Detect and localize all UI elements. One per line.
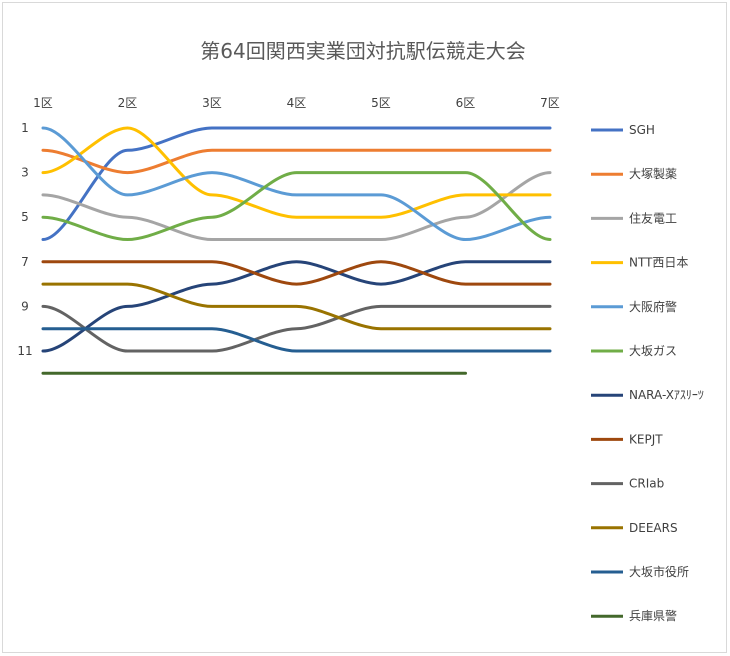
series-line	[41, 282, 552, 331]
series-line	[41, 126, 552, 241]
chart-title: 第64回関西実業団対抗駅伝競走大会	[200, 39, 525, 63]
legend-label: KEPJT	[629, 432, 663, 446]
x-tick-labels: 1区 2区 3区 4区 5区 6区 7区	[33, 96, 560, 110]
x-tick-label: 7区	[540, 96, 560, 110]
legend-label: 兵庫県警	[629, 608, 677, 623]
series-line	[41, 171, 552, 241]
legend-label: DEEARS	[629, 521, 678, 535]
y-tick-label: 1	[21, 121, 29, 135]
x-tick-label: 6区	[456, 96, 476, 110]
x-tick-label: 1区	[33, 96, 53, 110]
legend-label: 住友電工	[629, 211, 677, 225]
legend-label: NTT西日本	[629, 256, 688, 270]
series-line	[41, 148, 552, 175]
y-tick-label: 11	[17, 344, 32, 358]
x-tick-label: 5区	[371, 96, 391, 110]
series-line	[41, 260, 552, 353]
legend-label: 大坂市役所	[629, 564, 689, 579]
legend-label: 大坂ガス	[629, 344, 677, 358]
legend-label: CRIab	[629, 477, 664, 491]
legend-label: NARA-Xｱｽﾘｰﾂ	[629, 388, 704, 402]
series-line	[41, 327, 552, 353]
y-tick-label: 3	[21, 166, 29, 180]
series-line	[41, 126, 552, 219]
series-line	[41, 260, 552, 286]
series-line	[41, 126, 552, 241]
y-tick-label: 7	[21, 255, 29, 269]
legend-label: 大塚製薬	[629, 167, 677, 181]
series-lines	[41, 126, 552, 375]
series-line	[41, 304, 552, 353]
y-tick-label: 9	[21, 299, 29, 313]
x-tick-label: 4区	[287, 96, 307, 110]
legend-label: SGH	[629, 123, 655, 137]
y-tick-label: 5	[21, 210, 29, 224]
y-tick-labels: 1 3 5 7 9 11	[17, 121, 32, 358]
legend-label: 大阪府警	[629, 299, 677, 314]
series-line	[41, 171, 552, 242]
x-tick-label: 3区	[202, 96, 222, 110]
x-tick-label: 2区	[118, 96, 138, 110]
relay-rank-chart: 第64回関西実業団対抗駅伝競走大会 1区 2区 3区 4区 5区 6区 7区 1 3 5 7 9 11…	[17, 39, 704, 623]
